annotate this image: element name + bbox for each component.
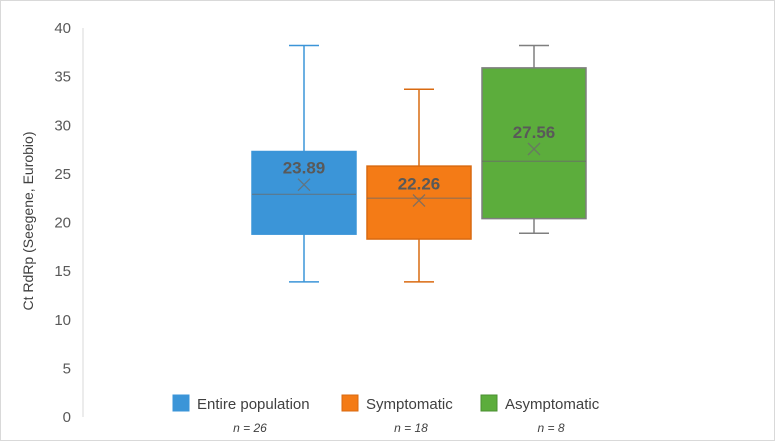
y-tick-label: 40 [54, 20, 71, 37]
legend-item-entire-population: Entire population n = 26 [172, 394, 310, 435]
iqr-box [251, 150, 357, 235]
y-tick-label: 25 [54, 166, 71, 183]
legend-label: Symptomatic [366, 396, 453, 413]
legend-label: Asymptomatic [505, 396, 600, 413]
y-tick-label: 15 [54, 263, 71, 280]
legend-label: Entire population [197, 396, 310, 413]
iqr-box [366, 165, 472, 240]
y-tick-label: 20 [54, 215, 71, 232]
box-asymptomatic: 27.56 [481, 44, 587, 234]
iqr-box [481, 67, 587, 220]
sample-size-label: n = 8 [537, 421, 564, 435]
mean-value-label: 27.56 [513, 123, 556, 142]
mean-value-label: 23.89 [283, 159, 326, 178]
sample-size-label: n = 18 [394, 421, 428, 435]
y-tick-label: 5 [63, 360, 71, 377]
legend-swatch [480, 394, 498, 412]
y-tick-label: 35 [54, 69, 71, 86]
mean-marker [527, 142, 541, 156]
sample-size-label: n = 26 [233, 421, 267, 435]
box-symptomatic: 22.26 [366, 88, 472, 283]
legend: Entire population n = 26 Symptomatic n = 18… [172, 394, 600, 435]
legend-swatch [341, 394, 359, 412]
y-axis: 0 5 10 15 20 25 30 35 40 [54, 20, 84, 426]
y-tick-label: 30 [54, 117, 71, 134]
y-tick-label: 10 [54, 312, 71, 329]
y-tick-label: 0 [63, 409, 71, 426]
legend-item-symptomatic: Symptomatic n = 18 [341, 394, 453, 435]
mean-marker [297, 178, 311, 192]
box-series-group: 23.89 22.26 27.56 [251, 44, 587, 283]
mean-value-label: 22.26 [398, 175, 441, 194]
legend-item-asymptomatic: Asymptomatic n = 8 [480, 394, 600, 435]
mean-marker [412, 194, 426, 207]
legend-swatch [172, 394, 190, 412]
box-entire-population: 23.89 [251, 44, 357, 283]
y-axis-label: Ct RdRp (Seegene, Eurobio) [20, 132, 36, 311]
